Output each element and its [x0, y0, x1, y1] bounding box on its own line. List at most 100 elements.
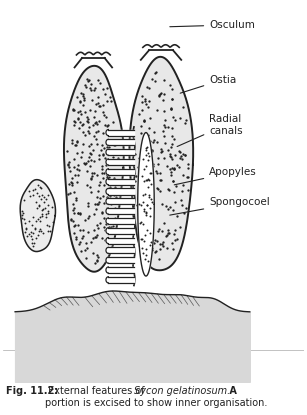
Point: [38, 183, 43, 190]
Point: [31, 186, 36, 193]
Point: [159, 148, 164, 155]
Point: [161, 97, 166, 103]
Point: [140, 156, 145, 162]
Point: [167, 165, 172, 172]
Point: [146, 192, 151, 199]
Point: [92, 114, 97, 120]
Point: [69, 175, 74, 182]
Point: [95, 221, 99, 228]
Point: [102, 144, 107, 151]
Point: [133, 151, 138, 158]
Point: [146, 155, 151, 161]
Point: [160, 128, 165, 135]
Point: [152, 239, 157, 246]
Point: [88, 175, 93, 181]
Point: [71, 205, 76, 212]
Point: [65, 190, 70, 197]
Point: [172, 166, 177, 172]
Point: [109, 179, 114, 186]
Point: [38, 214, 43, 221]
Point: [79, 110, 84, 117]
Point: [95, 251, 100, 258]
Point: [39, 210, 44, 217]
Polygon shape: [106, 198, 108, 204]
Point: [85, 158, 90, 164]
Polygon shape: [108, 198, 134, 204]
Point: [144, 146, 149, 153]
Polygon shape: [108, 169, 134, 175]
Point: [142, 223, 147, 230]
Point: [86, 123, 91, 130]
Point: [31, 214, 36, 220]
Point: [142, 98, 147, 104]
Point: [174, 213, 179, 220]
Polygon shape: [108, 218, 134, 224]
Point: [84, 76, 89, 82]
Point: [144, 152, 149, 159]
Point: [96, 118, 101, 124]
Point: [169, 132, 174, 139]
Point: [87, 130, 91, 137]
Point: [152, 78, 157, 84]
Point: [67, 158, 72, 165]
Text: External features of: External features of: [45, 386, 147, 396]
Point: [154, 170, 159, 176]
Point: [22, 197, 27, 203]
Point: [105, 85, 110, 92]
Polygon shape: [108, 237, 134, 244]
Point: [101, 200, 106, 207]
Point: [95, 76, 100, 83]
Point: [76, 240, 81, 247]
Point: [158, 170, 163, 176]
Point: [170, 141, 175, 148]
Polygon shape: [106, 237, 108, 244]
Point: [152, 237, 157, 244]
Polygon shape: [108, 159, 134, 165]
Point: [142, 117, 147, 124]
Point: [107, 216, 112, 222]
Point: [143, 211, 148, 218]
Point: [100, 209, 105, 215]
Point: [178, 155, 183, 161]
Point: [105, 199, 110, 206]
Point: [145, 178, 150, 184]
Point: [161, 243, 166, 249]
Point: [65, 147, 70, 154]
Point: [96, 156, 101, 162]
Point: [106, 121, 111, 128]
Point: [111, 142, 116, 148]
Point: [81, 95, 86, 101]
Point: [150, 147, 154, 154]
Point: [108, 94, 113, 101]
Point: [163, 203, 168, 210]
Point: [100, 86, 105, 93]
Point: [169, 85, 174, 92]
Point: [138, 122, 143, 129]
Point: [140, 245, 145, 251]
Point: [157, 256, 161, 263]
Point: [40, 192, 45, 198]
Point: [142, 219, 147, 225]
Point: [141, 118, 146, 124]
Point: [113, 204, 118, 211]
Point: [37, 203, 42, 210]
Point: [106, 236, 111, 243]
Point: [155, 227, 160, 234]
Point: [24, 225, 29, 232]
Point: [78, 247, 83, 254]
Point: [45, 222, 49, 229]
Point: [72, 230, 77, 237]
Point: [154, 184, 159, 191]
Point: [172, 136, 177, 142]
Point: [77, 210, 82, 217]
Point: [78, 211, 83, 218]
Point: [143, 256, 148, 262]
Point: [78, 107, 83, 114]
Point: [156, 160, 161, 167]
Point: [149, 169, 154, 176]
Point: [170, 207, 175, 213]
Point: [81, 141, 86, 148]
Point: [137, 201, 142, 208]
Point: [144, 252, 149, 259]
Point: [33, 224, 38, 231]
